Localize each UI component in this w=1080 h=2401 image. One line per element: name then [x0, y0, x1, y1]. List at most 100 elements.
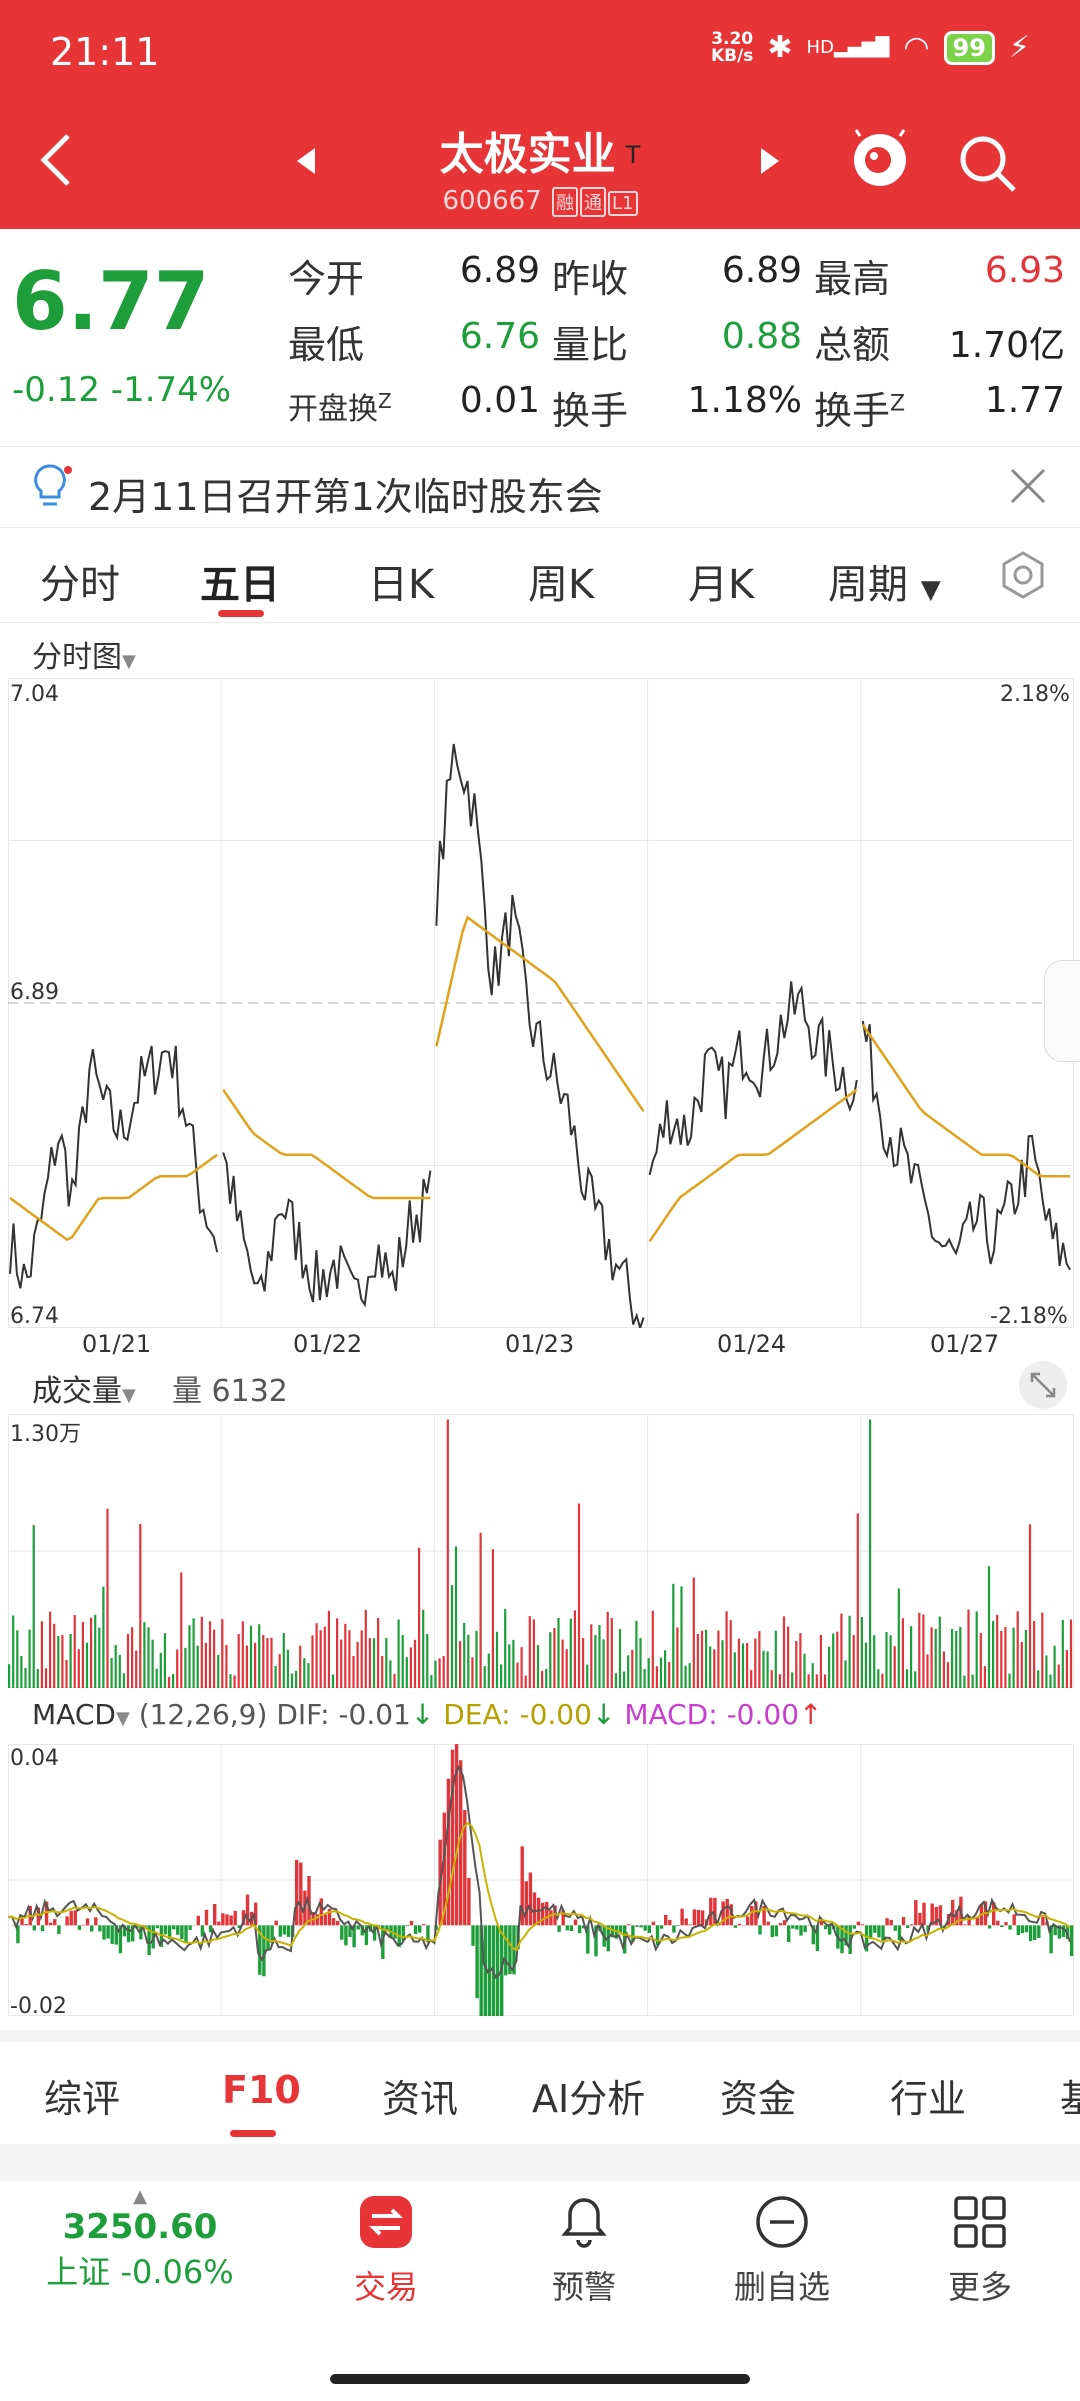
- index-ticker[interactable]: ▲ 3250.60 上证 -0.06%: [20, 2186, 260, 2293]
- macd-histogram-bar: [74, 1910, 77, 1925]
- volume-bar: [660, 1658, 662, 1688]
- volume-bar: [549, 1632, 551, 1688]
- volume-bar: [726, 1611, 728, 1688]
- volume-bar: [594, 1635, 596, 1688]
- volume-bar: [336, 1618, 338, 1688]
- macd-histogram-bar: [340, 1925, 343, 1939]
- volume-chart[interactable]: [8, 1414, 1074, 1688]
- volume-bar: [357, 1642, 359, 1688]
- nav-trade[interactable]: 交易: [306, 2194, 466, 2308]
- value-prev-close: 6.89: [672, 250, 802, 291]
- volume-bar: [1054, 1646, 1056, 1688]
- tab-ai-analysis[interactable]: AI分析: [532, 2068, 645, 2123]
- tab-industry[interactable]: 行业: [890, 2068, 966, 2123]
- nav-alert[interactable]: 预警: [504, 2194, 664, 2308]
- label-open-turnover: 开盘换Z: [288, 384, 392, 428]
- value-volume-ratio: 0.88: [672, 316, 802, 357]
- volume-bar: [24, 1668, 26, 1688]
- macd-histogram-bar: [529, 1873, 532, 1926]
- label-turnover: 换手: [552, 380, 628, 435]
- macd-histogram-bar: [672, 1925, 675, 1932]
- macd-chart[interactable]: [8, 1744, 1074, 2016]
- tab-capital[interactable]: 资金: [720, 2068, 796, 2123]
- volume-bar: [393, 1674, 395, 1688]
- tab-daily-k[interactable]: 日K: [368, 552, 434, 610]
- macd-histogram-bar: [685, 1919, 688, 1926]
- macd-histogram-bar: [410, 1921, 413, 1926]
- volume-bar: [652, 1611, 654, 1688]
- assistant-icon[interactable]: [848, 128, 912, 194]
- volume-bar: [504, 1609, 506, 1688]
- macd-histogram-bar: [791, 1925, 794, 1928]
- macd-histogram-bar: [57, 1925, 60, 1934]
- close-icon[interactable]: [1008, 466, 1048, 506]
- tab-overview[interactable]: 综评: [44, 2068, 120, 2123]
- search-icon[interactable]: [958, 134, 1018, 194]
- volume-chart-title[interactable]: 成交量▼: [32, 1366, 136, 1410]
- macd-histogram-bar: [910, 1924, 913, 1925]
- volume-bar: [459, 1641, 461, 1688]
- volume-bar: [422, 1610, 424, 1688]
- macd-header[interactable]: MACD▼ (12,26,9) DIF: -0.01↓ DEA: -0.00↓ …: [32, 1698, 823, 1731]
- volume-bar: [808, 1674, 810, 1688]
- volume-bar: [922, 1615, 924, 1688]
- macd-histogram-bar: [639, 1925, 642, 1927]
- volume-bar: [869, 1420, 871, 1689]
- tab-monthly-k[interactable]: 月K: [688, 552, 754, 610]
- volume-bar: [926, 1654, 928, 1688]
- macd-histogram-bar: [541, 1903, 544, 1926]
- nav-remove-watchlist[interactable]: 删自选: [702, 2194, 862, 2308]
- tab-active-indicator: [230, 2130, 276, 2137]
- label-open: 今开: [288, 248, 364, 303]
- volume-bar: [434, 1661, 436, 1688]
- macd-histogram-bar: [266, 1925, 269, 1950]
- volume-bar: [1025, 1630, 1027, 1688]
- volume-bar: [996, 1615, 998, 1688]
- tab-more-truncated[interactable]: 基: [1060, 2068, 1080, 2123]
- volume-bar: [865, 1643, 867, 1688]
- settings-icon[interactable]: [998, 550, 1048, 600]
- volume-bar: [37, 1669, 39, 1688]
- macd-histogram-bar: [98, 1925, 101, 1931]
- volume-bar: [611, 1618, 613, 1688]
- macd-histogram-bar: [1033, 1925, 1036, 1940]
- tab-f10[interactable]: F10: [222, 2068, 301, 2112]
- volume-bar: [295, 1671, 297, 1688]
- volume-bar: [389, 1661, 391, 1689]
- nav-more[interactable]: 更多: [900, 2194, 1060, 2308]
- lightbulb-icon: [30, 462, 74, 512]
- price-chart[interactable]: [8, 678, 1074, 1328]
- volume-bar: [12, 1616, 14, 1689]
- macd-histogram-bar: [758, 1925, 761, 1934]
- volume-bar: [566, 1649, 568, 1688]
- tab-news[interactable]: 资讯: [382, 2068, 458, 2123]
- macd-histogram-bar: [746, 1916, 749, 1925]
- side-handle[interactable]: [1044, 960, 1080, 1062]
- home-indicator: [330, 2374, 750, 2384]
- volume-bar: [168, 1677, 170, 1688]
- label-turnover-z: 换手Z: [814, 380, 905, 435]
- volume-bar: [279, 1654, 281, 1688]
- macd-histogram-bar: [324, 1914, 327, 1925]
- macd-histogram-bar: [197, 1916, 200, 1926]
- volume-bar: [143, 1622, 145, 1688]
- volume-bar: [721, 1640, 723, 1688]
- next-stock-icon[interactable]: [757, 146, 781, 176]
- expand-icon[interactable]: [1018, 1360, 1068, 1410]
- tab-period[interactable]: 周期 ▼: [828, 552, 941, 610]
- volume-bar: [771, 1670, 773, 1688]
- price-chart-title[interactable]: 分时图▼: [32, 632, 136, 676]
- tab-weekly-k[interactable]: 周K: [528, 552, 594, 610]
- volume-bar: [135, 1651, 137, 1689]
- volume-bar: [1008, 1674, 1010, 1688]
- tab-five-day[interactable]: 五日: [200, 552, 280, 610]
- volume-bar: [783, 1616, 785, 1688]
- volume-bar: [648, 1658, 650, 1688]
- macd-histogram-bar: [648, 1925, 651, 1933]
- volume-bar: [533, 1619, 535, 1688]
- tab-intraday[interactable]: 分时: [40, 552, 120, 610]
- volume-bar: [795, 1641, 797, 1688]
- macd-histogram-bar: [660, 1925, 663, 1928]
- volume-bar: [955, 1631, 957, 1688]
- volume-bar: [197, 1646, 199, 1688]
